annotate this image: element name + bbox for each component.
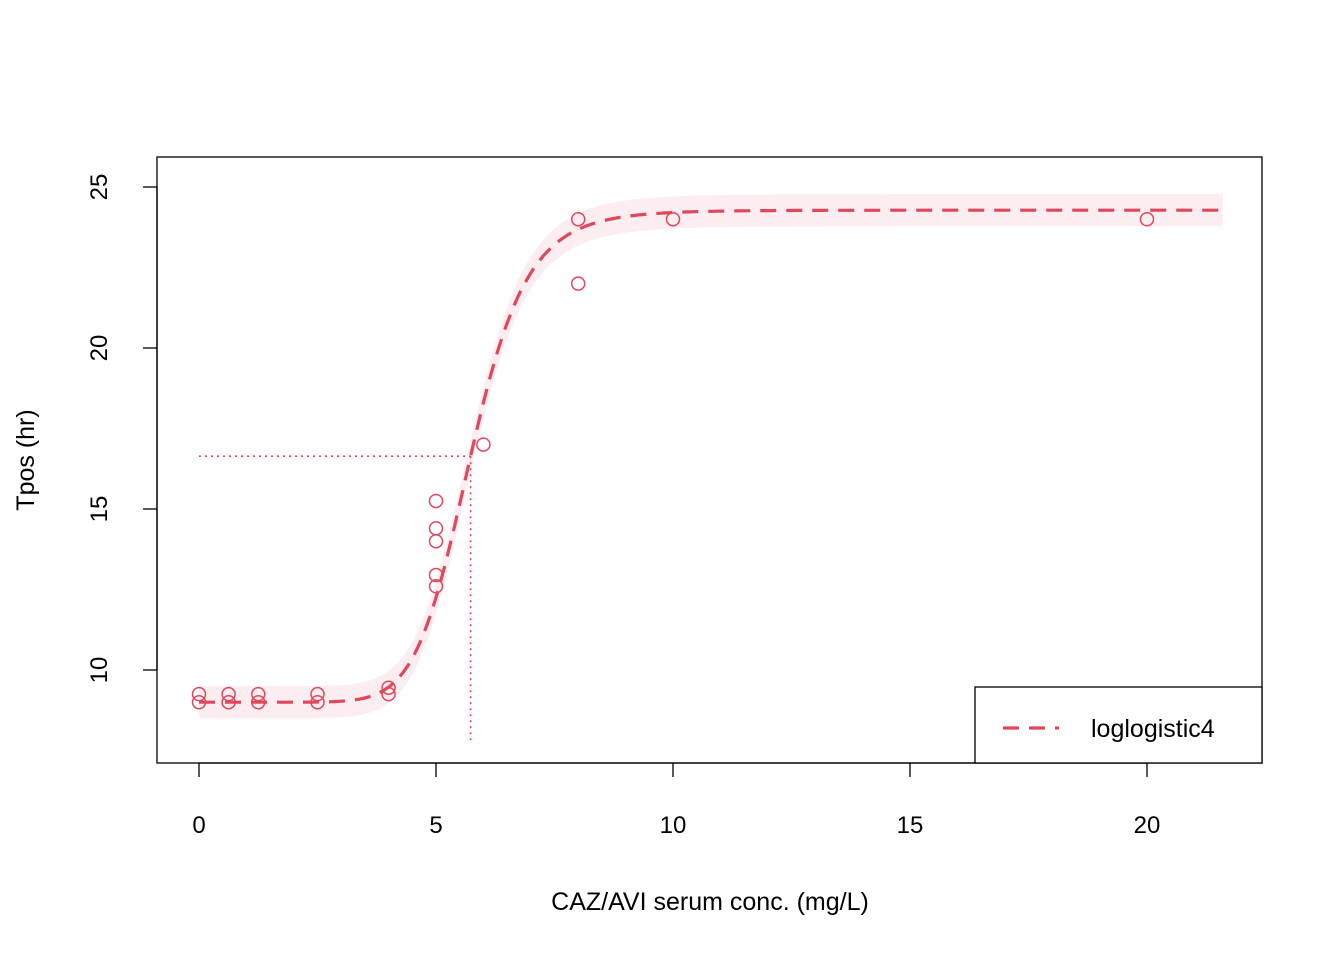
x-tick-label: 5 bbox=[429, 812, 442, 839]
data-point bbox=[428, 567, 444, 583]
data-point bbox=[251, 686, 266, 702]
data-point bbox=[191, 686, 207, 702]
x-axis: 0 5 10 15 20 bbox=[192, 762, 1161, 839]
data-point bbox=[310, 694, 325, 710]
x-tick-label: 0 bbox=[192, 812, 205, 839]
x-tick-label: 10 bbox=[660, 812, 687, 839]
data-point bbox=[221, 694, 236, 710]
legend: loglogistic4 bbox=[974, 686, 1263, 764]
data-point bbox=[310, 686, 325, 702]
y-tick-label: 15 bbox=[86, 496, 113, 523]
data-point bbox=[428, 521, 444, 536]
legend-label: loglogistic4 bbox=[1091, 715, 1215, 743]
y-tick-label: 20 bbox=[86, 335, 113, 362]
x-axis-title: CAZ/AVI serum conc. (mg/L) bbox=[551, 888, 869, 916]
data-point bbox=[665, 211, 681, 227]
y-axis: 10 15 20 25 bbox=[86, 174, 158, 684]
plot-frame bbox=[156, 156, 1263, 764]
x-tick-label: 15 bbox=[897, 812, 924, 839]
confidence-band bbox=[199, 194, 1223, 719]
x-tick-label: 20 bbox=[1134, 812, 1161, 839]
data-point bbox=[381, 686, 396, 702]
data-point bbox=[428, 533, 444, 549]
data-point bbox=[1139, 211, 1155, 227]
data-point bbox=[191, 694, 207, 710]
data-point bbox=[221, 686, 236, 702]
data-point bbox=[570, 276, 586, 291]
fitted-curve bbox=[199, 208, 1223, 704]
data-point bbox=[476, 437, 491, 452]
data-point bbox=[428, 579, 444, 594]
data-point bbox=[251, 694, 266, 710]
y-tick-label: 10 bbox=[86, 657, 113, 684]
legend-box bbox=[974, 686, 1263, 764]
y-tick-label: 25 bbox=[86, 174, 113, 201]
data-points bbox=[191, 211, 1155, 710]
y-axis-title: Tpos (hr) bbox=[12, 409, 40, 510]
data-point bbox=[428, 493, 444, 509]
data-point bbox=[381, 680, 396, 695]
data-point bbox=[570, 211, 586, 227]
